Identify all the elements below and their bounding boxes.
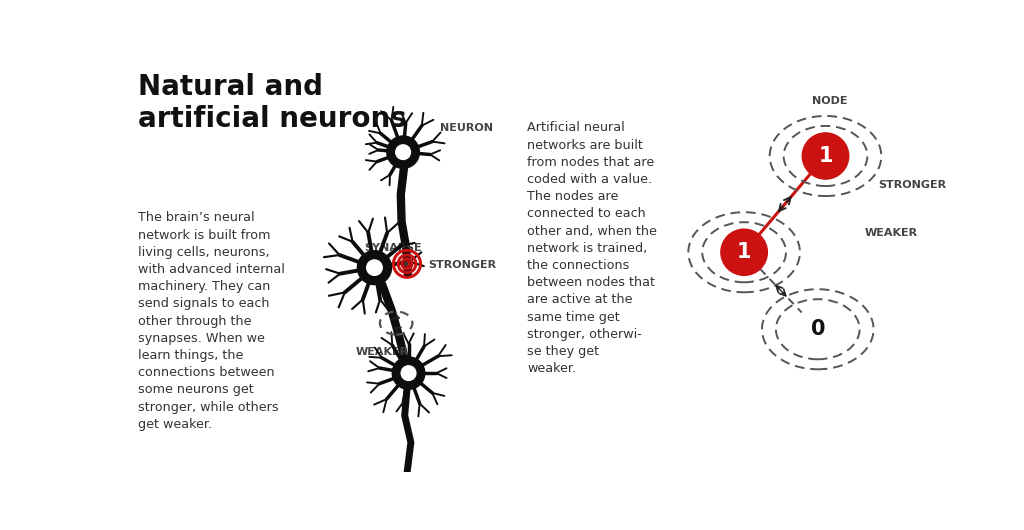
Text: NEURON: NEURON [440,122,494,132]
Text: STRONGER: STRONGER [879,180,946,190]
Text: STRONGER: STRONGER [429,260,497,270]
Circle shape [404,262,408,265]
Circle shape [387,136,420,169]
Circle shape [367,260,382,276]
Text: SYNAPSE: SYNAPSE [365,243,422,253]
Text: The brain’s neural
network is built from
living cells, neurons,
with advanced in: The brain’s neural network is built from… [138,211,285,431]
Text: 1: 1 [818,146,833,166]
Circle shape [401,366,416,381]
Text: Natural and
artificial neurons: Natural and artificial neurons [138,73,407,133]
Text: NODE: NODE [812,95,847,105]
Text: 1: 1 [737,242,752,262]
Text: WEAKER: WEAKER [864,228,918,238]
Text: WEAKER: WEAKER [356,347,409,357]
Circle shape [802,133,849,179]
Circle shape [395,145,411,160]
Text: 0: 0 [811,319,825,339]
Circle shape [404,261,410,266]
Text: Artificial neural
networks are built
from nodes that are
coded with a value.
The: Artificial neural networks are built fro… [527,121,657,375]
Circle shape [392,357,425,390]
Circle shape [357,251,391,285]
Circle shape [721,229,767,276]
